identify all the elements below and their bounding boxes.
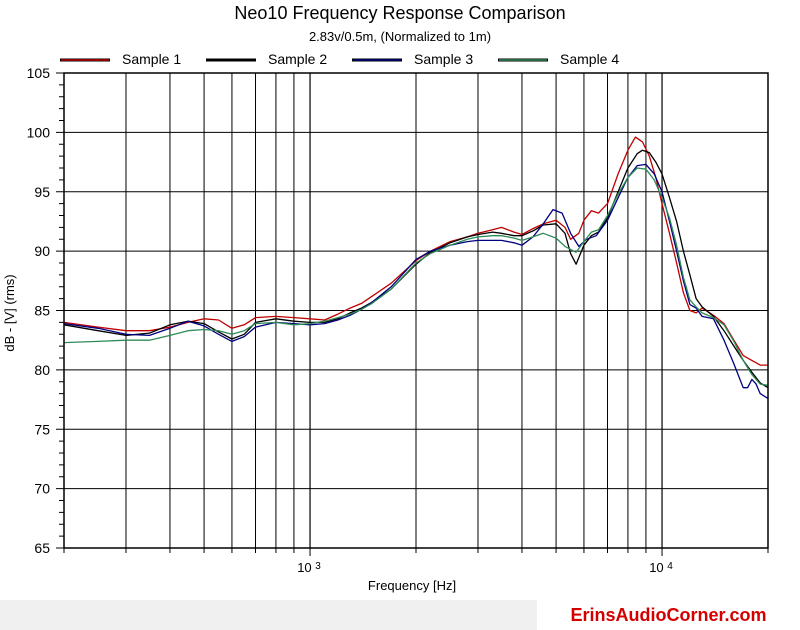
x-tick-labels: 10 3 10 4: [297, 560, 673, 575]
data-series: [63, 136, 769, 399]
site-watermark[interactable]: ErinsAudioCorner.com: [570, 605, 767, 625]
x-tick-label: 10 3: [297, 560, 321, 575]
legend-label: Sample 1: [122, 51, 181, 67]
frequency-response-chart: Neo10 Frequency Response Comparison 2.83…: [2, 3, 769, 593]
watermark-box: [537, 600, 800, 630]
y-tick-label: 80: [34, 362, 50, 378]
y-tick-labels: 65 70 75 80 85 90 95 100 105: [27, 65, 51, 556]
plot-frame: [63, 72, 769, 549]
y-tick-label: 100: [27, 124, 51, 140]
series-line-4: [63, 167, 769, 386]
y-tick-label: 75: [34, 421, 50, 437]
y-tick-label: 85: [34, 303, 50, 319]
y-tick-label: 105: [27, 65, 51, 81]
legend-label: Sample 2: [268, 51, 327, 67]
chart-title: Neo10 Frequency Response Comparison: [234, 3, 565, 23]
y-tick-label: 70: [34, 481, 50, 497]
x-tick-label: 10 4: [649, 560, 673, 575]
y-axis-label: dB - [V] (rms): [2, 274, 17, 351]
x-axis-label: Frequency [Hz]: [368, 578, 456, 593]
grid-lines: [64, 73, 768, 548]
series-line-1: [63, 136, 768, 366]
chart-legend: Sample 1 Sample 2 Sample 3 Sample 4: [60, 51, 619, 67]
legend-label: Sample 3: [414, 51, 473, 67]
legend-label: Sample 4: [560, 51, 619, 67]
chart-subtitle: 2.83v/0.5m, (Normalized to 1m): [309, 29, 491, 44]
plot-border: [63, 72, 769, 549]
axis-ticks: [56, 72, 769, 556]
y-tick-label: 95: [34, 184, 50, 200]
y-tick-label: 65: [34, 540, 50, 556]
y-tick-label: 90: [34, 243, 50, 259]
